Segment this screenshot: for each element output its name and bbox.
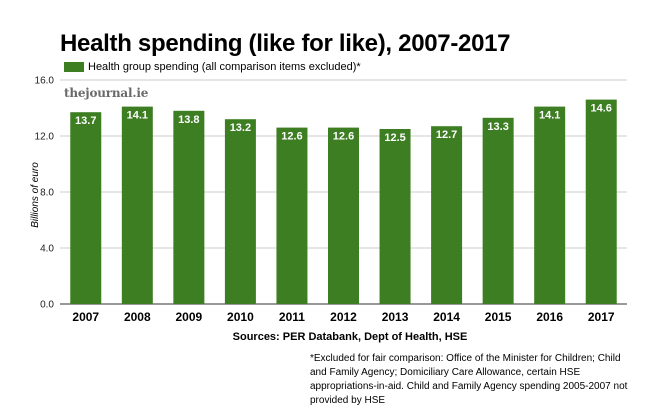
x-tick-label: 2010	[227, 310, 254, 324]
y-tick-label: 16.0	[35, 76, 55, 87]
x-tick-label: 2013	[382, 310, 409, 324]
data-label: 12.5	[384, 132, 405, 144]
data-label: 13.3	[487, 121, 508, 133]
x-tick-label: 2011	[279, 310, 305, 324]
sources-note: Sources: PER Databank, Dept of Health, H…	[232, 331, 468, 343]
x-tick-label: 2009	[176, 310, 203, 324]
bar	[379, 129, 411, 304]
data-label: 14.1	[539, 110, 560, 122]
y-tick-label: 12.0	[35, 132, 55, 143]
x-tick-label: 2014	[433, 310, 460, 324]
x-tick-label: 2015	[485, 310, 512, 324]
data-label: 12.6	[333, 131, 354, 143]
x-tick-label: 2008	[124, 310, 151, 324]
x-tick-label: 2016	[536, 310, 563, 324]
bar	[276, 127, 308, 304]
data-label: 13.8	[178, 114, 199, 126]
data-label: 14.6	[591, 103, 612, 115]
data-label: 12.6	[281, 131, 302, 143]
data-label: 12.7	[436, 129, 457, 141]
legend-label: Health group spending (all comparison it…	[88, 61, 361, 73]
x-tick-label: 2012	[330, 310, 357, 324]
y-tick-label: 0.0	[40, 300, 54, 311]
bar	[534, 106, 566, 304]
data-label: 13.7	[75, 115, 96, 127]
x-tick-label: 2017	[588, 310, 615, 324]
footnote: *Excluded for fair comparison: Office of…	[310, 353, 628, 406]
watermark: thejournal.ie	[64, 86, 149, 100]
bar	[121, 106, 153, 304]
chart-title: Health spending (like for like), 2007-20…	[60, 30, 511, 57]
x-tick-label: 2007	[72, 310, 99, 324]
y-tick-label: 8.0	[40, 188, 54, 199]
bar	[585, 99, 617, 304]
legend: Health group spending (all comparison it…	[64, 61, 361, 73]
y-tick-label: 4.0	[40, 244, 54, 255]
bar	[70, 112, 102, 304]
bar	[328, 127, 359, 304]
data-label: 14.1	[127, 110, 148, 122]
data-label: 13.2	[230, 122, 251, 134]
bar	[482, 117, 514, 304]
bar	[173, 110, 205, 304]
bar	[431, 126, 463, 304]
bar	[224, 119, 256, 304]
legend-swatch	[64, 62, 84, 72]
